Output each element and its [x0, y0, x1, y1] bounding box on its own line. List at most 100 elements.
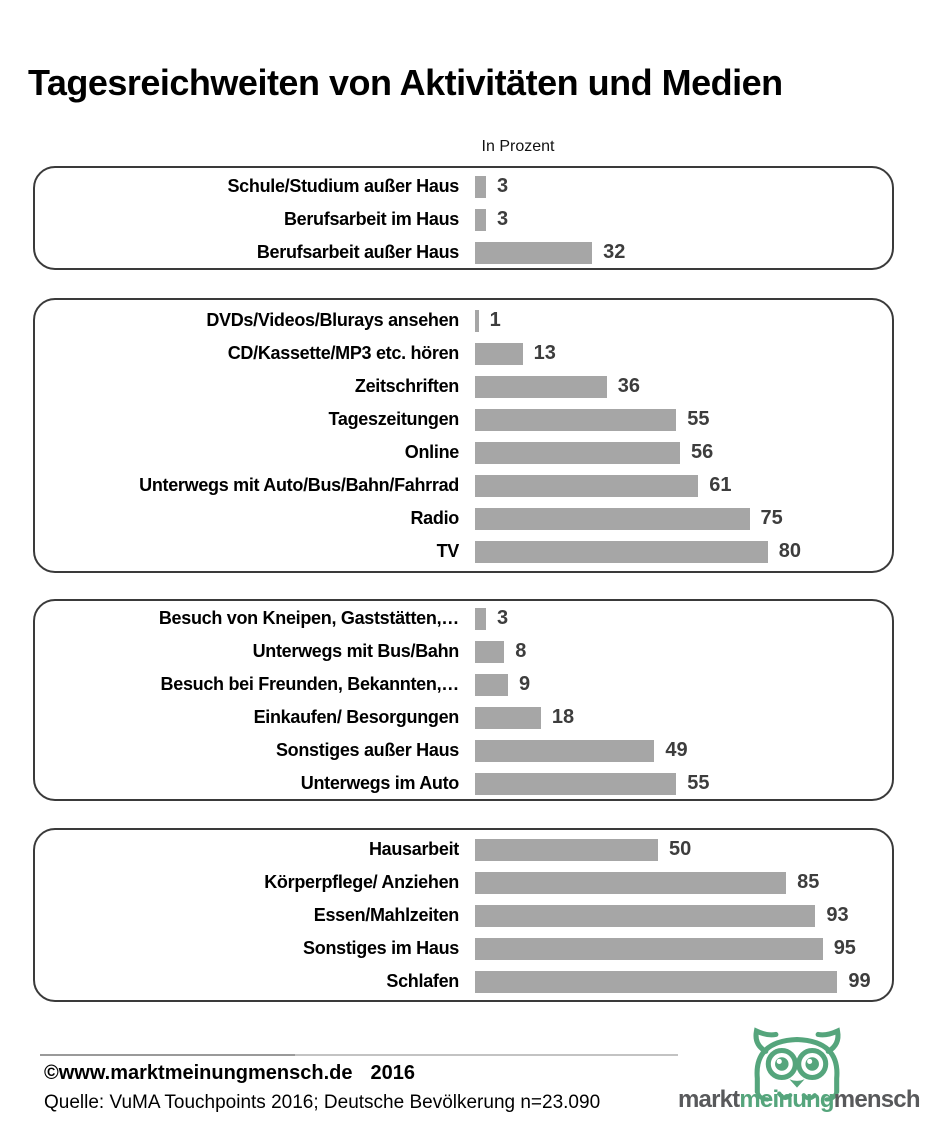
category-label: Schule/Studium außer Haus	[227, 176, 459, 196]
chart-row: Schule/Studium außer Haus 3	[35, 170, 892, 203]
logo-text-meinung: meinung	[739, 1086, 834, 1113]
chart-row: Berufsarbeit im Haus 3	[35, 203, 892, 236]
category-label: CD/Kassette/MP3 etc. hören	[227, 343, 460, 363]
value-label: 75	[760, 507, 783, 529]
bar-container: 56	[475, 436, 713, 469]
chart-group-at-home: Hausarbeit 50 Körperpflege/ Anziehen 85 Esse…	[33, 828, 894, 1002]
value-label: 50	[669, 838, 692, 860]
page-title: Tagesreichweiten von Aktivitäten und Med…	[28, 62, 783, 103]
bar	[475, 540, 768, 563]
bar	[475, 175, 486, 198]
value-label: 3	[496, 175, 509, 197]
bar	[475, 871, 787, 894]
bar	[475, 970, 838, 993]
bar-container: 93	[475, 899, 849, 932]
value-label: 61	[709, 474, 732, 496]
value-label: 13	[533, 342, 556, 364]
category-label: Unterwegs mit Auto/Bus/Bahn/Fahrrad	[139, 475, 459, 495]
bar-container: 18	[475, 701, 574, 734]
bar	[475, 706, 541, 729]
chart-group-out-of-home: Besuch von Kneipen, Gaststätten,… 3 Unterw…	[33, 599, 894, 801]
bar-container: 13	[475, 337, 556, 370]
category-label: DVDs/Videos/Blurays ansehen	[206, 310, 459, 330]
value-label: 1	[489, 309, 501, 331]
chart-unit-subtitle: In Prozent	[481, 138, 555, 155]
bar	[475, 772, 677, 795]
value-label: 32	[603, 241, 626, 263]
bar	[475, 640, 505, 663]
bar-container: 80	[475, 535, 801, 568]
bar-container: 95	[475, 932, 856, 965]
chart-group-media: DVDs/Videos/Blurays ansehen 1 CD/Kassette/…	[33, 298, 894, 573]
chart-row: Unterwegs mit Bus/Bahn 8	[35, 635, 892, 668]
value-label: 85	[797, 871, 820, 893]
value-label: 18	[551, 706, 575, 728]
value-label: 99	[848, 970, 871, 992]
copyright-text: ©www.marktmeinungmensch.de	[44, 1062, 353, 1084]
category-label: Tageszeitungen	[328, 409, 460, 429]
bar-container: 1	[475, 304, 501, 337]
category-label: Einkaufen/ Besorgungen	[253, 707, 460, 727]
bar-container: 75	[475, 502, 783, 535]
category-label: Sonstiges außer Haus	[275, 740, 459, 760]
bar	[475, 904, 816, 927]
chart-row: CD/Kassette/MP3 etc. hören 13	[35, 337, 892, 370]
bar	[475, 375, 607, 398]
value-label: 95	[833, 937, 856, 959]
category-label: Schlafen	[386, 971, 459, 991]
copyright-line: ©www.marktmeinungmensch.de 2016	[44, 1062, 415, 1085]
bar-container: 36	[475, 370, 640, 403]
bar	[475, 739, 655, 762]
bar	[475, 474, 699, 497]
bar-container: 3	[475, 602, 508, 635]
bar-container: 9	[475, 668, 530, 701]
category-label: Hausarbeit	[368, 839, 459, 859]
category-label: Essen/Mahlzeiten	[313, 905, 460, 925]
category-label: Unterwegs mit Bus/Bahn	[252, 641, 460, 661]
bar-container: 50	[475, 833, 691, 866]
category-label: Berufsarbeit außer Haus	[256, 242, 459, 262]
chart-row: Online 56	[35, 436, 892, 469]
value-label: 3	[496, 208, 509, 230]
bar	[475, 441, 680, 464]
chart-row: DVDs/Videos/Blurays ansehen 1	[35, 304, 892, 337]
category-label: Zeitschriften	[354, 376, 459, 396]
chart-row: Radio 75	[35, 502, 892, 535]
category-label: Radio	[410, 508, 459, 528]
chart-row: Sonstiges im Haus 95	[35, 932, 892, 965]
category-label: Unterwegs im Auto	[300, 773, 460, 793]
value-label: 8	[515, 640, 527, 662]
chart-row: Unterwegs im Auto 55	[35, 767, 892, 800]
chart-row: Einkaufen/ Besorgungen 18	[35, 701, 892, 734]
bar-container: 8	[475, 635, 526, 668]
category-label: Sonstiges im Haus	[303, 938, 459, 958]
bar	[475, 937, 823, 960]
year-text: 2016	[370, 1062, 416, 1084]
value-label: 36	[617, 375, 640, 397]
chart-group-work: Schule/Studium außer Haus 3 Berufsarbeit i…	[33, 166, 894, 270]
category-label: TV	[436, 541, 460, 561]
chart-row: Besuch von Kneipen, Gaststätten,… 3	[35, 602, 892, 635]
bar	[475, 507, 750, 530]
bar-container: 85	[475, 866, 819, 899]
bar	[475, 408, 677, 431]
value-label: 56	[690, 441, 714, 463]
chart-row: Essen/Mahlzeiten 93	[35, 899, 892, 932]
category-label: Besuch von Kneipen, Gaststätten,…	[158, 608, 459, 628]
value-label: 55	[687, 408, 710, 430]
bar	[475, 607, 486, 630]
bar	[475, 241, 593, 264]
logo-text-markt: markt	[678, 1086, 740, 1113]
category-label: Berufsarbeit im Haus	[283, 209, 459, 229]
value-label: 55	[687, 772, 710, 794]
logo-text-mensch: mensch	[833, 1086, 921, 1113]
logo-wordmark: marktmeinungmensch	[678, 1086, 938, 1114]
value-label: 9	[518, 673, 531, 695]
bar-container: 3	[475, 203, 508, 236]
bar-container: 32	[475, 236, 625, 269]
chart-row: TV 80	[35, 535, 892, 568]
chart-row: Unterwegs mit Auto/Bus/Bahn/Fahrrad 61	[35, 469, 892, 502]
bar-container: 49	[475, 734, 688, 767]
chart-row: Besuch bei Freunden, Bekannten,… 9	[35, 668, 892, 701]
bar	[475, 673, 508, 696]
